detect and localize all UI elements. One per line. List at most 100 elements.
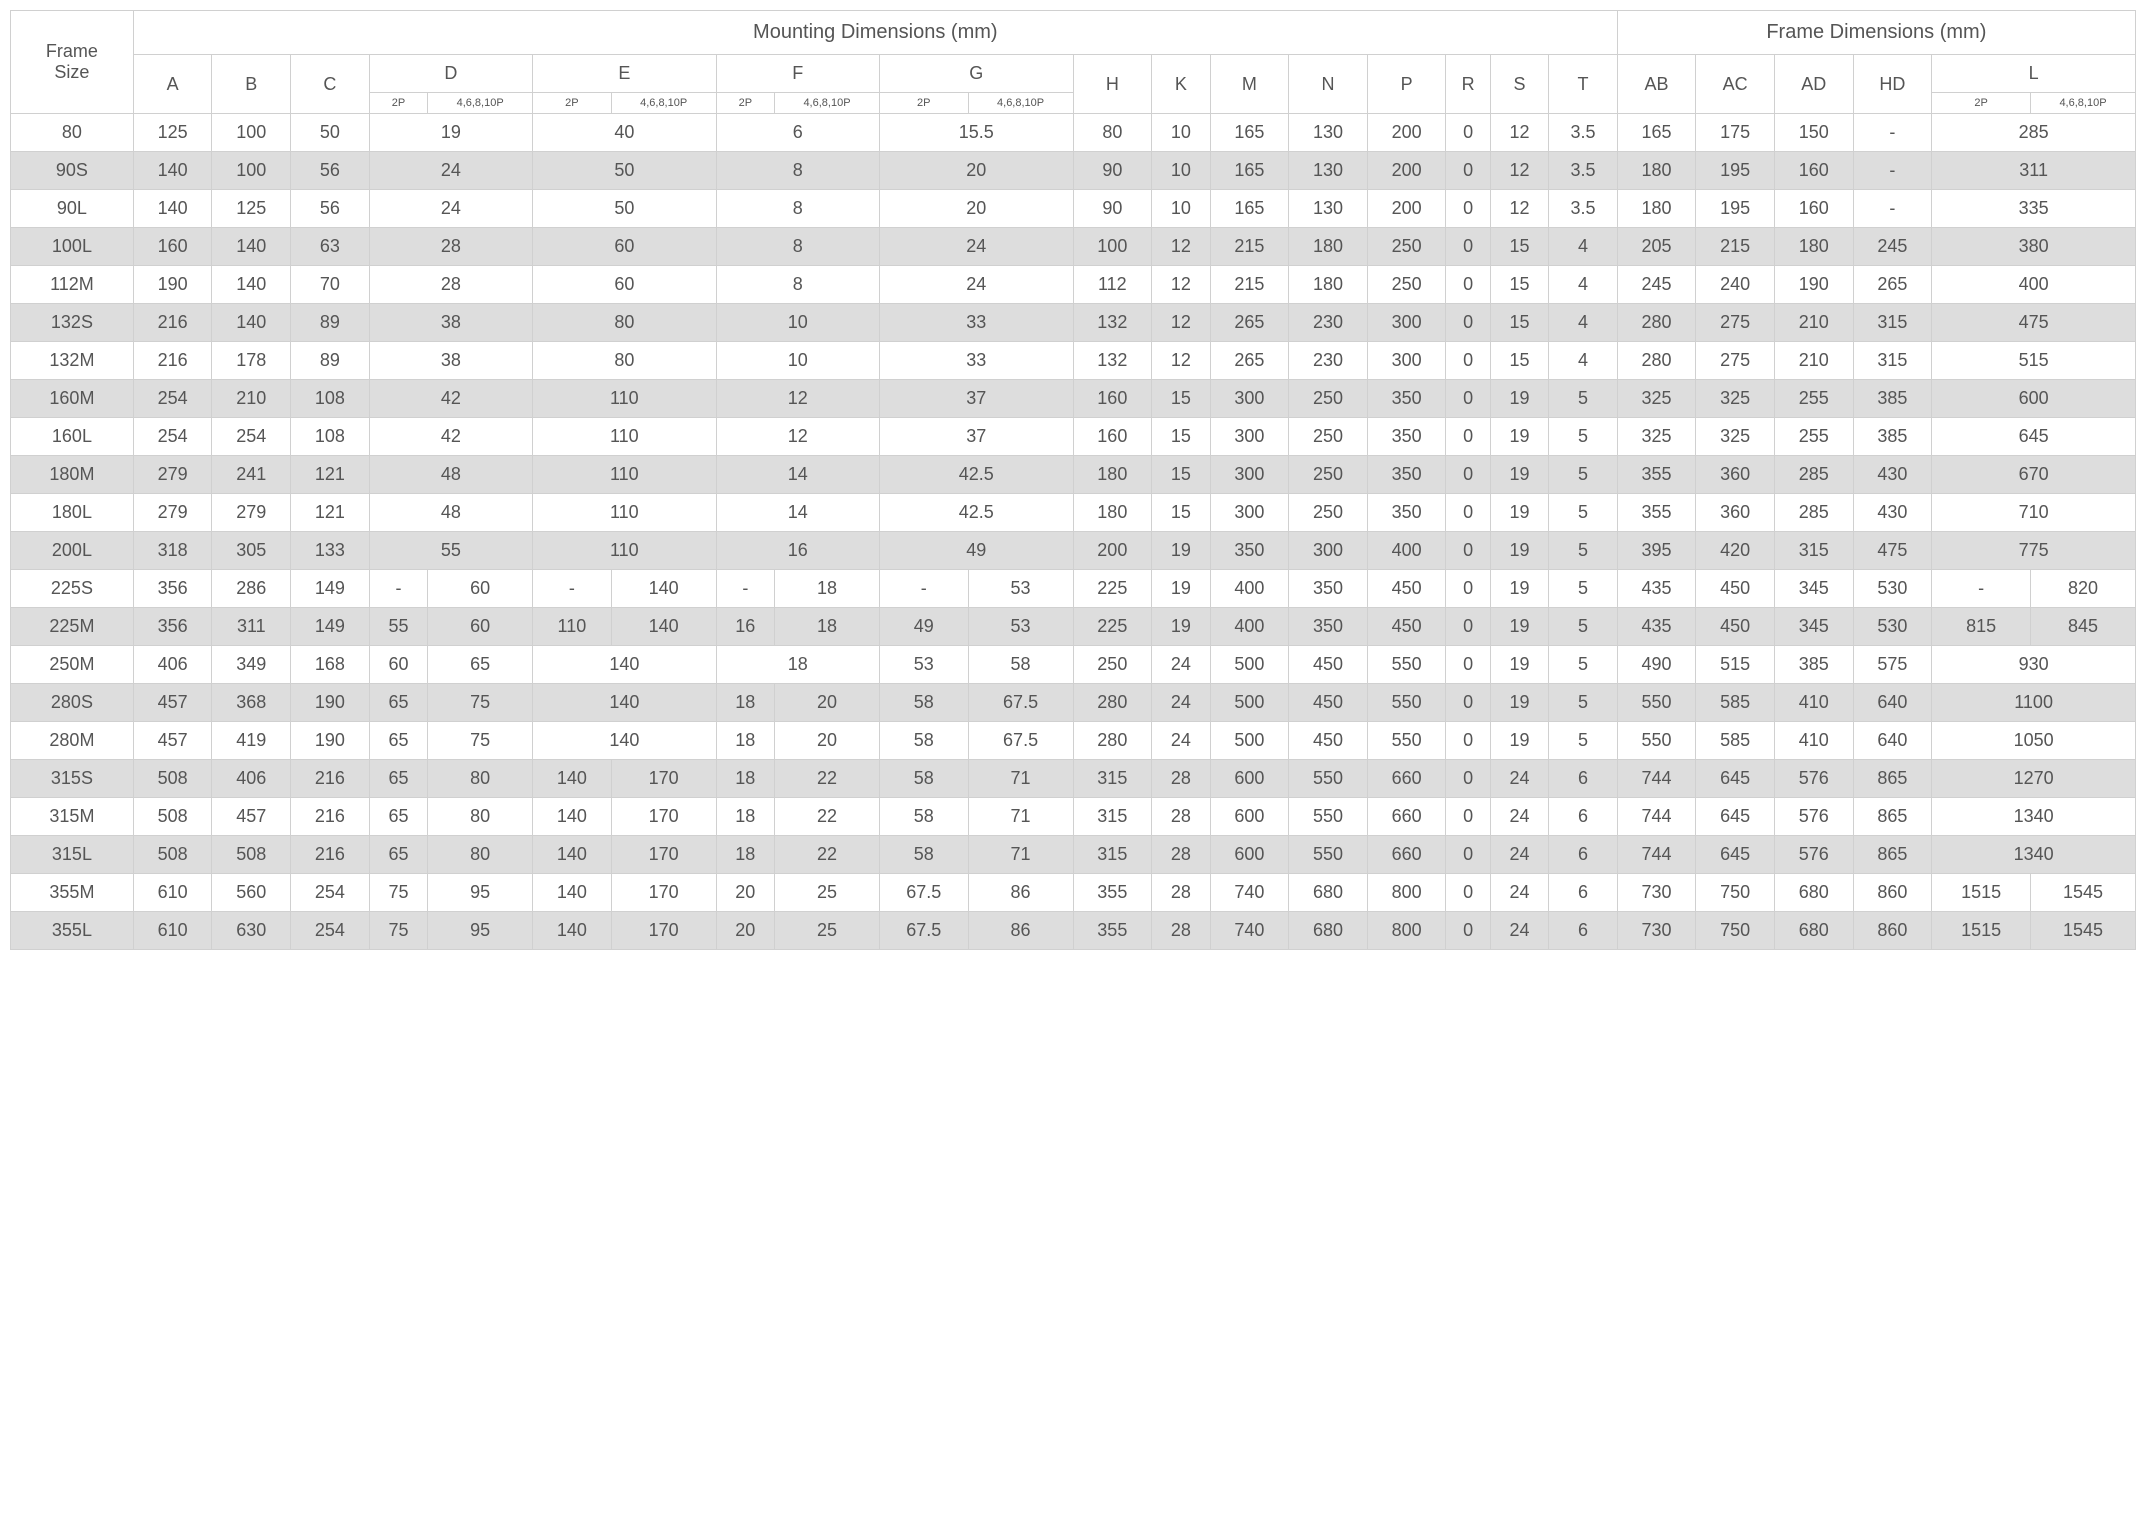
cell: 740 [1210,874,1289,912]
cell: 20 [716,912,774,950]
cell: 1340 [1932,836,2136,874]
cell: 5 [1549,608,1618,646]
cell: 265 [1210,304,1289,342]
cell: 280 [1073,684,1152,722]
col-AC: AC [1696,55,1775,114]
cell: 58 [879,722,968,760]
cell: 140 [533,798,612,836]
col-A: A [133,55,212,114]
cell: 800 [1367,874,1446,912]
cell: 845 [2030,608,2135,646]
table-row: 315M508457216658014017018225871315286005… [11,798,2136,836]
cell: 70 [291,266,370,304]
cell: - [533,570,612,608]
cell: 215 [1210,266,1289,304]
cell: 95 [428,874,533,912]
cell: 121 [291,456,370,494]
cell: 180 [1774,228,1853,266]
cell: 5 [1549,570,1618,608]
cell: 67.5 [968,722,1073,760]
cell: 435 [1617,608,1696,646]
cell: 50 [291,114,370,152]
cell: 576 [1774,760,1853,798]
cell: 4 [1549,304,1618,342]
cell: 508 [133,836,212,874]
cell: 300 [1210,418,1289,456]
table-row: 250M406349168606514018535825024500450550… [11,646,2136,684]
cell: 610 [133,912,212,950]
cell: 18 [716,760,774,798]
cell: 680 [1289,912,1368,950]
cell: 6 [1549,798,1618,836]
cell: 216 [133,304,212,342]
cell: 19 [369,114,532,152]
cell: 385 [1853,418,1932,456]
cell: 132 [1073,304,1152,342]
cell: 744 [1617,798,1696,836]
cell: 12 [1152,304,1210,342]
cell: 190 [1774,266,1853,304]
cell: 210 [1774,342,1853,380]
cell: 576 [1774,798,1853,836]
cell: 58 [879,836,968,874]
cell: 71 [968,836,1073,874]
cell: 12 [1152,342,1210,380]
cell: 24 [1152,646,1210,684]
cell: 15.5 [879,114,1073,152]
cell: 15 [1490,266,1548,304]
cell: 225S [11,570,134,608]
cell: 230 [1289,342,1368,380]
cell: 0 [1446,874,1490,912]
cell: 140 [212,228,291,266]
cell: - [1853,152,1932,190]
col-AD: AD [1774,55,1853,114]
cell: 515 [1932,342,2136,380]
cell: 660 [1367,760,1446,798]
cell: 108 [291,380,370,418]
cell: 12 [1490,190,1548,228]
cell: 356 [133,570,212,608]
cell: 38 [369,342,532,380]
cell: 53 [968,570,1073,608]
cell: 8 [716,228,879,266]
cell: 60 [533,228,717,266]
cell: 250 [1289,494,1368,532]
cell: 380 [1932,228,2136,266]
cell: 33 [879,304,1073,342]
cell: 58 [879,798,968,836]
cell: 744 [1617,760,1696,798]
cell: 65 [428,646,533,684]
cell: 250 [1289,380,1368,418]
col-C: C [291,55,370,114]
cell: 1515 [1932,874,2031,912]
cell: 250 [1367,266,1446,304]
cell: 58 [968,646,1073,684]
cell: 149 [291,608,370,646]
cell: 50 [533,190,717,228]
cell: 200 [1367,114,1446,152]
cell: 86 [968,912,1073,950]
cell: 315 [1853,304,1932,342]
cell: 311 [1932,152,2136,190]
cell: 325 [1617,380,1696,418]
cell: 90S [11,152,134,190]
cell: 345 [1774,608,1853,646]
cell: 930 [1932,646,2136,684]
cell: 576 [1774,836,1853,874]
cell: 15 [1152,494,1210,532]
cell: 180L [11,494,134,532]
cell: 865 [1853,798,1932,836]
cell: 19 [1490,456,1548,494]
cell: 1100 [1932,684,2136,722]
cell: 490 [1617,646,1696,684]
cell: 1545 [2030,874,2135,912]
cell: 58 [879,684,968,722]
cell: 680 [1289,874,1368,912]
cell: 190 [291,722,370,760]
cell: 216 [291,798,370,836]
cell: 3.5 [1549,152,1618,190]
cell: 89 [291,304,370,342]
cell: 150 [1774,114,1853,152]
cell: 4 [1549,342,1618,380]
cell: 180 [1073,494,1152,532]
